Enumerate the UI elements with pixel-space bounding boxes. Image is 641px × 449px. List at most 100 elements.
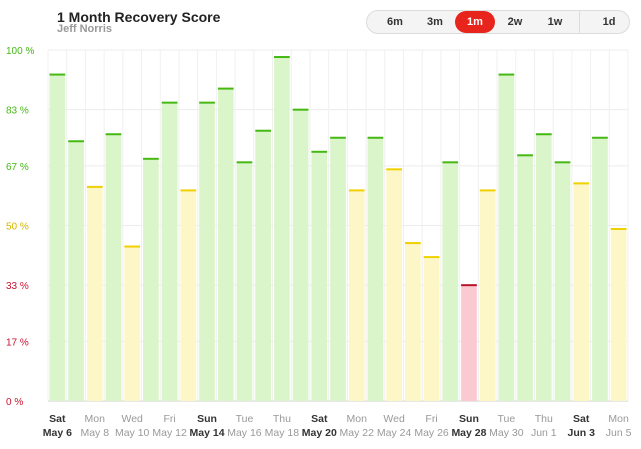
bar bbox=[292, 109, 309, 402]
bar bbox=[86, 186, 103, 401]
bar bbox=[161, 102, 178, 402]
bar-cap bbox=[592, 136, 608, 139]
bar-cap bbox=[330, 136, 346, 139]
x-tick-date: May 12 bbox=[152, 427, 187, 439]
bar-cap bbox=[423, 256, 440, 259]
y-tick-label: 33 % bbox=[6, 281, 29, 292]
bar-cap bbox=[367, 136, 384, 139]
range-1m-button[interactable]: 1m bbox=[455, 11, 495, 33]
bar-cap bbox=[404, 242, 421, 245]
range-1w-button[interactable]: 1w bbox=[547, 16, 563, 28]
x-tick-date: May 8 bbox=[80, 427, 109, 439]
x-tick-date: May 24 bbox=[377, 427, 412, 439]
x-tick-date: May 16 bbox=[227, 427, 262, 439]
range-divider bbox=[579, 11, 580, 33]
x-tick-date: May 22 bbox=[339, 427, 374, 439]
x-tick-day: Fri bbox=[163, 413, 175, 425]
bar bbox=[124, 246, 141, 401]
bar bbox=[236, 162, 253, 401]
range-3m-button[interactable]: 3m bbox=[427, 16, 443, 28]
bar-cap bbox=[86, 185, 103, 188]
y-tick-label: 17 % bbox=[6, 337, 29, 348]
x-tick-day: Fri bbox=[425, 413, 437, 425]
x-tick-day: Tue bbox=[236, 413, 254, 425]
bar bbox=[610, 229, 627, 401]
bar bbox=[498, 74, 515, 401]
bar bbox=[330, 137, 346, 401]
x-tick-date: May 28 bbox=[451, 427, 486, 439]
bar bbox=[199, 102, 215, 402]
bar-cap bbox=[517, 154, 533, 157]
bar bbox=[573, 183, 590, 401]
bar-cap bbox=[49, 73, 66, 76]
bar-cap bbox=[161, 101, 178, 104]
bar-cap bbox=[292, 108, 309, 111]
x-tick-date: Jun 5 bbox=[606, 427, 632, 439]
bar bbox=[217, 88, 234, 402]
x-tick-date: May 18 bbox=[265, 427, 300, 439]
x-tick-day: Tue bbox=[498, 413, 516, 425]
bar-cap bbox=[311, 150, 328, 153]
bar bbox=[367, 137, 384, 401]
x-tick-day: Wed bbox=[121, 413, 143, 425]
y-tick-label: 0 % bbox=[6, 397, 23, 408]
bar bbox=[517, 155, 533, 401]
range-2w-button[interactable]: 2w bbox=[507, 16, 523, 28]
bar bbox=[554, 162, 571, 401]
bar-cap bbox=[180, 189, 197, 192]
x-tick-day: Mon bbox=[608, 413, 629, 425]
bar bbox=[442, 162, 459, 401]
bar bbox=[592, 137, 608, 401]
x-tick-date: May 6 bbox=[43, 427, 72, 439]
bar bbox=[423, 257, 440, 401]
x-tick-day: Wed bbox=[383, 413, 405, 425]
bar-cap bbox=[105, 133, 122, 136]
x-tick-date: May 26 bbox=[414, 427, 449, 439]
bar bbox=[274, 57, 290, 402]
range-6m-button[interactable]: 6m bbox=[387, 16, 403, 28]
bar-cap bbox=[442, 161, 459, 164]
x-tick-day: Mon bbox=[85, 413, 106, 425]
bar bbox=[311, 151, 328, 401]
bar-cap bbox=[274, 56, 290, 59]
bar-cap bbox=[68, 140, 84, 143]
bar bbox=[404, 243, 421, 401]
bar-cap bbox=[199, 101, 215, 104]
bar bbox=[180, 190, 197, 401]
chart-title: 1 Month Recovery Score bbox=[57, 9, 221, 25]
x-tick-day: Sat bbox=[573, 413, 590, 425]
x-tick-day: Sun bbox=[197, 413, 217, 425]
bar bbox=[143, 158, 159, 401]
x-tick-day: Sat bbox=[49, 413, 66, 425]
bar bbox=[461, 285, 477, 401]
y-tick-label: 67 % bbox=[6, 162, 29, 173]
bar-cap bbox=[610, 228, 627, 231]
x-tick-date: May 14 bbox=[190, 427, 225, 439]
y-tick-label: 50 % bbox=[6, 222, 29, 233]
bar-cap bbox=[479, 189, 496, 192]
bar-cap bbox=[255, 129, 272, 132]
bar-cap bbox=[124, 245, 141, 248]
x-tick-day: Mon bbox=[346, 413, 367, 425]
bar bbox=[255, 130, 272, 402]
bar bbox=[479, 190, 496, 401]
bar-cap bbox=[573, 182, 590, 185]
time-range-selector: 6m 3m 1m 2w 1w 1d bbox=[366, 10, 630, 34]
bar-cap bbox=[461, 284, 477, 287]
range-1d-button[interactable]: 1d bbox=[602, 16, 616, 28]
x-tick-day: Thu bbox=[273, 413, 291, 425]
bar bbox=[386, 169, 402, 401]
x-tick-date: Jun 3 bbox=[568, 427, 596, 439]
x-tick-date: Jun 1 bbox=[531, 427, 557, 439]
y-tick-label: 83 % bbox=[6, 106, 29, 117]
x-tick-day: Sat bbox=[311, 413, 328, 425]
user-name: Jeff Norris bbox=[57, 23, 113, 35]
bar-cap bbox=[535, 133, 552, 136]
x-tick-day: Thu bbox=[535, 413, 553, 425]
bar bbox=[68, 141, 84, 401]
bar bbox=[348, 190, 365, 401]
y-tick-label: 100 % bbox=[6, 46, 34, 57]
bar-cap bbox=[498, 73, 515, 76]
x-tick-date: May 30 bbox=[489, 427, 524, 439]
